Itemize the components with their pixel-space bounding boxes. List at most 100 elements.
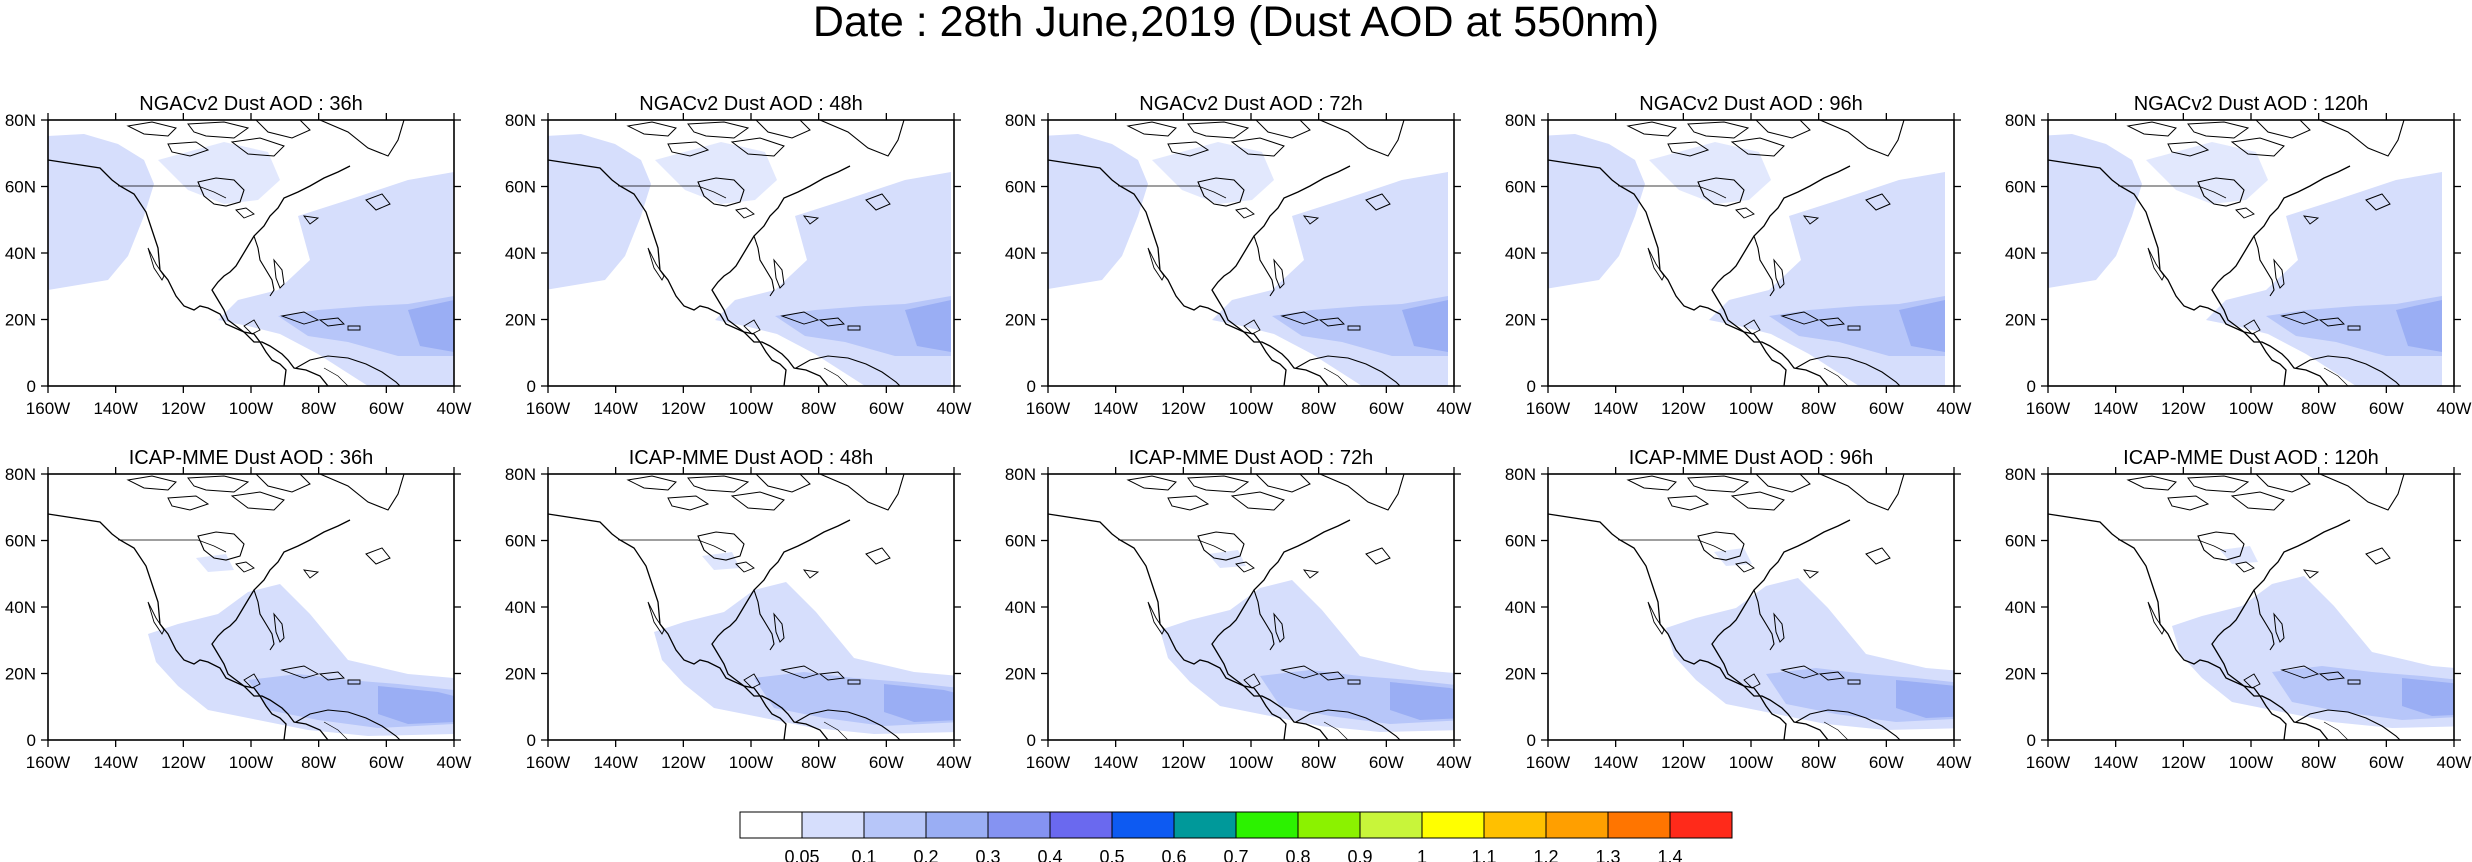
colorbar-swatch	[1173, 811, 1237, 839]
lat-tick-label: 0	[27, 731, 36, 750]
colorbar-label: 0.9	[1347, 847, 1372, 862]
dust-field	[2048, 474, 2454, 740]
lat-tick-label: 40N	[505, 244, 536, 263]
lon-tick-label: 60W	[1869, 753, 1904, 772]
colorbar-label: 0.05	[784, 847, 819, 862]
dust-aod-region	[408, 300, 454, 352]
dust-aod-region	[1896, 680, 1954, 718]
lat-tick-label: 80N	[2005, 465, 2036, 484]
dust-aod-region	[1152, 142, 1274, 204]
lon-tick-label: 60W	[369, 753, 404, 772]
dust-aod-region	[655, 142, 777, 204]
lon-tick-label: 80W	[2301, 399, 2336, 418]
lon-tick-label: 120W	[2161, 399, 2205, 418]
lon-tick-label: 40W	[2437, 399, 2472, 418]
dust-aod-region	[1048, 134, 1148, 289]
lon-tick-label: 40W	[1937, 753, 1972, 772]
panel-title: NGACv2 Dust AOD : 48h	[639, 93, 862, 115]
lon-tick-label: 140W	[93, 399, 137, 418]
lon-tick-label: 140W	[2093, 399, 2137, 418]
lon-tick-label: 60W	[869, 753, 904, 772]
colorbar-label: 0.6	[1161, 847, 1186, 862]
dust-aod-region	[2402, 678, 2454, 716]
lon-tick-label: 100W	[229, 399, 273, 418]
lat-tick-label: 0	[27, 377, 36, 396]
lon-tick-label: 140W	[1093, 753, 1137, 772]
lat-tick-label: 20N	[5, 665, 36, 684]
colorbar-swatch	[1235, 811, 1299, 839]
lon-tick-label: 120W	[2161, 753, 2205, 772]
colorbar-swatch	[1049, 811, 1113, 839]
lon-tick-label: 60W	[2369, 399, 2404, 418]
lon-tick-label: 80W	[1301, 753, 1336, 772]
lat-tick-label: 60N	[1005, 178, 1036, 197]
lon-tick-label: 160W	[1526, 753, 1570, 772]
lon-tick-label: 160W	[526, 753, 570, 772]
dust-aod-region	[905, 300, 951, 352]
dust-aod-region	[48, 134, 154, 290]
lon-tick-label: 160W	[26, 753, 70, 772]
lon-tick-label: 120W	[1661, 753, 1705, 772]
dust-aod-region	[378, 686, 454, 724]
dust-field	[548, 120, 954, 386]
dust-aod-region	[1402, 300, 1448, 352]
dust-aod-region	[2396, 300, 2442, 352]
lat-tick-label: 80N	[505, 111, 536, 130]
lon-tick-label: 40W	[2437, 753, 2472, 772]
lon-tick-label: 120W	[1661, 399, 1705, 418]
lat-tick-label: 20N	[505, 665, 536, 684]
colorbar-swatch	[1297, 811, 1361, 839]
lat-tick-label: 20N	[1505, 665, 1536, 684]
panel-title: NGACv2 Dust AOD : 72h	[1139, 93, 1362, 115]
colorbar-swatch	[739, 811, 803, 839]
lon-tick-label: 160W	[2026, 399, 2070, 418]
lon-tick-label: 100W	[229, 753, 273, 772]
colorbar-swatch	[925, 811, 989, 839]
lat-tick-label: 60N	[1505, 532, 1536, 551]
lon-tick-label: 40W	[1937, 399, 1972, 418]
lat-tick-label: 40N	[5, 598, 36, 617]
lon-tick-label: 80W	[801, 753, 836, 772]
lon-tick-label: 140W	[93, 753, 137, 772]
panel-title: NGACv2 Dust AOD : 120h	[2134, 93, 2369, 115]
lat-tick-label: 80N	[505, 465, 536, 484]
colorbar-label: 1.3	[1595, 847, 1620, 862]
lat-tick-label: 60N	[505, 532, 536, 551]
colorbar-label: 1	[1417, 847, 1427, 862]
lon-tick-label: 160W	[1026, 753, 1070, 772]
lon-tick-label: 120W	[1161, 753, 1205, 772]
lat-tick-label: 0	[2027, 377, 2036, 396]
dust-field	[2048, 120, 2454, 386]
lon-tick-label: 60W	[1369, 399, 1404, 418]
lon-tick-label: 160W	[2026, 753, 2070, 772]
lon-tick-label: 140W	[593, 399, 637, 418]
dust-field	[1048, 120, 1454, 386]
colorbar-swatch	[1545, 811, 1609, 839]
dust-aod-region	[2048, 134, 2142, 288]
lon-tick-label: 140W	[2093, 753, 2137, 772]
colorbar-label: 0.1	[851, 847, 876, 862]
dust-aod-region	[2146, 142, 2268, 204]
lat-tick-label: 60N	[1505, 178, 1536, 197]
lon-tick-label: 40W	[1437, 753, 1472, 772]
lat-tick-label: 0	[527, 731, 536, 750]
colorbar-label: 0.4	[1037, 847, 1062, 862]
lat-tick-label: 80N	[2005, 111, 2036, 130]
lon-tick-label: 60W	[2369, 753, 2404, 772]
lon-tick-label: 160W	[1526, 399, 1570, 418]
lat-tick-label: 60N	[5, 178, 36, 197]
lon-tick-label: 60W	[369, 399, 404, 418]
lat-tick-label: 80N	[1505, 111, 1536, 130]
lat-tick-label: 20N	[1005, 311, 1036, 330]
panel-title: NGACv2 Dust AOD : 36h	[139, 93, 362, 115]
lon-tick-label: 100W	[729, 753, 773, 772]
colorbar-swatch	[801, 811, 865, 839]
colorbar-label: 0.3	[975, 847, 1000, 862]
colorbar-label: 1.4	[1657, 847, 1682, 862]
lat-tick-label: 0	[1027, 731, 1036, 750]
lat-tick-label: 40N	[2005, 244, 2036, 263]
dust-aod-region	[1649, 142, 1771, 204]
colorbar-label: 1.2	[1533, 847, 1558, 862]
lat-tick-label: 80N	[1505, 465, 1536, 484]
dust-aod-region	[196, 554, 234, 572]
